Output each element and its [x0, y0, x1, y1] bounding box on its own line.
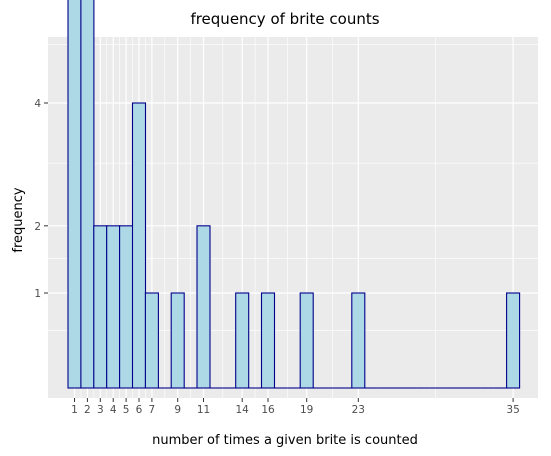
x-tick-label: 19: [300, 404, 313, 416]
x-tick-label: 16: [261, 404, 275, 416]
bar: [170, 292, 185, 389]
bar: [506, 292, 521, 389]
x-tick-label: 23: [352, 404, 365, 416]
x-tick-label: 2: [84, 404, 91, 416]
bar: [196, 225, 211, 389]
x-axis-ticks: 1 2 3 4 5 6 7 9 11 14 16 19 23 35: [71, 398, 520, 416]
x-tick-label: 1: [71, 404, 78, 416]
chart-title: frequency of brite counts: [190, 10, 379, 28]
bar: [235, 292, 250, 389]
x-tick-label: 11: [197, 404, 210, 416]
x-tick-label: 3: [97, 404, 104, 416]
x-tick-label: 4: [110, 404, 117, 416]
bar: [299, 292, 314, 389]
bar: [119, 225, 134, 389]
y-axis-title: frequency: [11, 187, 26, 253]
y-tick-label: 4: [34, 98, 41, 110]
bar: [106, 225, 121, 389]
bar: [351, 292, 366, 389]
bar: [260, 292, 276, 389]
x-tick-label: 6: [136, 404, 143, 416]
x-tick-label: 14: [236, 404, 250, 416]
x-tick-label: 9: [174, 404, 181, 416]
x-tick-label: 5: [123, 404, 130, 416]
x-axis-title: number of times a given brite is counted: [152, 433, 418, 448]
bar: [67, 0, 82, 389]
bar: [144, 292, 159, 389]
bar: [80, 0, 95, 389]
y-axis-ticks: 12467: [34, 98, 48, 300]
x-tick-label: 35: [506, 404, 519, 416]
bar: [131, 102, 147, 389]
y-tick-label: 1: [34, 288, 41, 300]
y-tick-label: 2: [34, 221, 41, 233]
x-tick-label: 7: [149, 404, 156, 416]
bar: [93, 225, 108, 389]
bars: [67, 0, 521, 389]
